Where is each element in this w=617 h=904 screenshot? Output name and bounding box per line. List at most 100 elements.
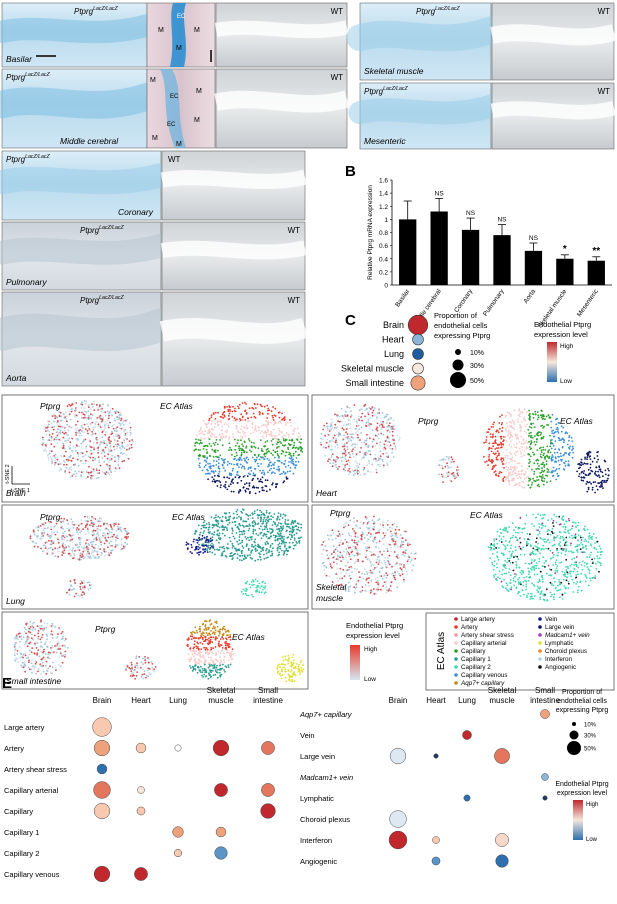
d-brain-ptprg-pt xyxy=(54,464,56,466)
d-brain-ptprg-pt xyxy=(108,449,110,451)
d-lung-atlas-pt xyxy=(214,531,216,533)
d-lung-atlas-vein-pt xyxy=(198,552,200,554)
d-lung-atlas-pt xyxy=(261,523,263,525)
d-lung-atlas-cap2-pt xyxy=(257,580,259,582)
d-skm-ptprg-pt xyxy=(356,581,358,583)
d-lung-atlas-pt xyxy=(254,510,256,512)
d-brain-atlas-pt xyxy=(206,449,208,451)
d-lung-ptprg-pt xyxy=(60,546,62,548)
d-brain-atlas-pt xyxy=(205,464,207,466)
d-heart-atlas-pt xyxy=(551,432,553,434)
d-lung-atlas-pt xyxy=(215,520,217,522)
d-brain-atlas-pt xyxy=(254,459,256,461)
d-brain-ptprg-pt xyxy=(93,442,95,444)
d-skm-atlas-pt xyxy=(533,569,535,571)
d-brain-atlas-pt xyxy=(279,468,281,470)
d-heart-atlas-pt xyxy=(513,421,515,423)
d-skm-ptprg-pt xyxy=(349,520,351,522)
d-brain-ptprg-pt xyxy=(105,415,107,417)
d-lung-ptprg-pt xyxy=(70,535,72,537)
d-brain-atlas-pt xyxy=(267,479,269,481)
c-prop-title-3: expressing Ptprg xyxy=(434,331,490,340)
d-heart-atlas-pt xyxy=(492,445,494,447)
d-lung-ptprg-pt xyxy=(73,547,75,549)
d-heart-ptprg-pt xyxy=(330,423,332,425)
d-heart-atlas-pt xyxy=(493,466,495,468)
d-brain-atlas-pt xyxy=(268,451,270,453)
d-brain-atlas-pt xyxy=(235,411,237,413)
d-brain-atlas-pt xyxy=(258,465,260,467)
c-expr-low: Low xyxy=(560,378,572,385)
d-heart-atlas-pt xyxy=(501,424,503,426)
d-brain-ptprg-pt xyxy=(48,424,50,426)
vessel-pul xyxy=(2,246,161,253)
d-lung-atlas-pt xyxy=(233,518,235,520)
d-heart-atlas-pt xyxy=(507,412,509,414)
d-brain-ptprg-pt xyxy=(87,410,89,412)
d-heart-atlas-pt xyxy=(495,473,497,475)
d-heart-ptprg-pt xyxy=(345,411,347,413)
d-heart-atlas-pt xyxy=(512,466,514,468)
d-brain-ptprg-pt xyxy=(119,455,121,457)
d-brain-atlas-pt xyxy=(250,433,252,435)
d-brain-atlas-pt xyxy=(219,434,221,436)
label-mca-genotype-sup: LacZ/LacZ xyxy=(25,72,50,78)
d-skm-atlas-pt xyxy=(565,566,567,568)
d-brain-atlas-pt xyxy=(272,444,274,446)
d-brain-atlas-pt xyxy=(216,480,218,482)
d-heart-ptprg-pt xyxy=(393,456,395,458)
d-heart-ptprg-small-pt xyxy=(448,471,450,473)
d-brain-atlas-pt xyxy=(238,458,240,460)
d-heart-atlas-pt xyxy=(533,417,535,419)
d-brain-atlas-pt xyxy=(222,426,224,428)
d-heart-ptprg-pt xyxy=(387,420,389,422)
d-skm-atlas-pt xyxy=(597,551,599,553)
d-brain-ptprg-pt xyxy=(64,430,66,432)
d-lung-ptprg-pt xyxy=(100,525,102,527)
d-lung-atlas-vein-pt xyxy=(206,536,208,538)
d-skm-ptprg-pt xyxy=(390,551,392,553)
d-lung-atlas-pt xyxy=(232,530,234,532)
d-heart-ptprg-small-pt xyxy=(451,456,453,458)
d-brain-ptprg-pt xyxy=(97,468,99,470)
d-lung-atlas-pt xyxy=(291,528,293,530)
d-lung-ptprg-pt xyxy=(62,520,64,522)
d-heart-atlas-pt xyxy=(514,466,516,468)
d-heart-atlas-pt xyxy=(526,424,528,426)
d-lung-ptprg-pt xyxy=(91,524,93,526)
d-heart-atlas-vein-pt xyxy=(589,472,591,474)
d-heart-atlas-pt xyxy=(569,446,571,448)
d-heart-atlas-pt xyxy=(525,426,527,428)
d-lung-ptprg-pt xyxy=(62,528,64,530)
d-brain-atlas-pt xyxy=(242,445,244,447)
d-brain-atlas-pt xyxy=(266,426,268,428)
d-lung-atlas-pt xyxy=(261,514,263,516)
d-heart-ptprg-pt xyxy=(370,471,372,473)
d-skm-ptprg-pt xyxy=(336,558,338,560)
d-lung-atlas-pt xyxy=(286,530,288,532)
d-heart-atlas-pt xyxy=(561,431,563,433)
d-brain-atlas-pt xyxy=(244,459,246,461)
d-brain-ptprg-pt xyxy=(91,446,93,448)
d-brain-ptprg-pt xyxy=(75,409,77,411)
d-heart-atlas-pt xyxy=(508,475,510,477)
d-heart-ptprg-pt xyxy=(345,431,347,433)
d-skm-ptprg-pt xyxy=(360,538,362,540)
label-mes-wt: WT xyxy=(598,87,611,96)
d-brain-atlas-pt xyxy=(270,434,272,436)
d-skm-ptprg-pt xyxy=(373,523,375,525)
d-skm-ptprg-pt xyxy=(386,566,388,568)
d-skm-atlas-pt xyxy=(568,583,570,585)
d-brain-atlas-pt xyxy=(223,436,225,438)
d-lung-atlas-cap2-pt xyxy=(257,585,259,587)
d-brain-atlas-pt xyxy=(290,453,292,455)
d-skm-atlas-pt xyxy=(518,546,520,548)
d-heart-atlas-pt xyxy=(532,482,534,484)
d-brain-atlas-pt xyxy=(275,435,277,437)
d-lung-atlas-vein-pt xyxy=(193,541,195,543)
d-heart-ptprg-pt xyxy=(329,429,331,431)
d-skm-ptprg-pt xyxy=(403,581,405,583)
d-skm-ptprg-pt xyxy=(326,575,328,577)
d-skm-atlas-pt xyxy=(576,549,578,551)
